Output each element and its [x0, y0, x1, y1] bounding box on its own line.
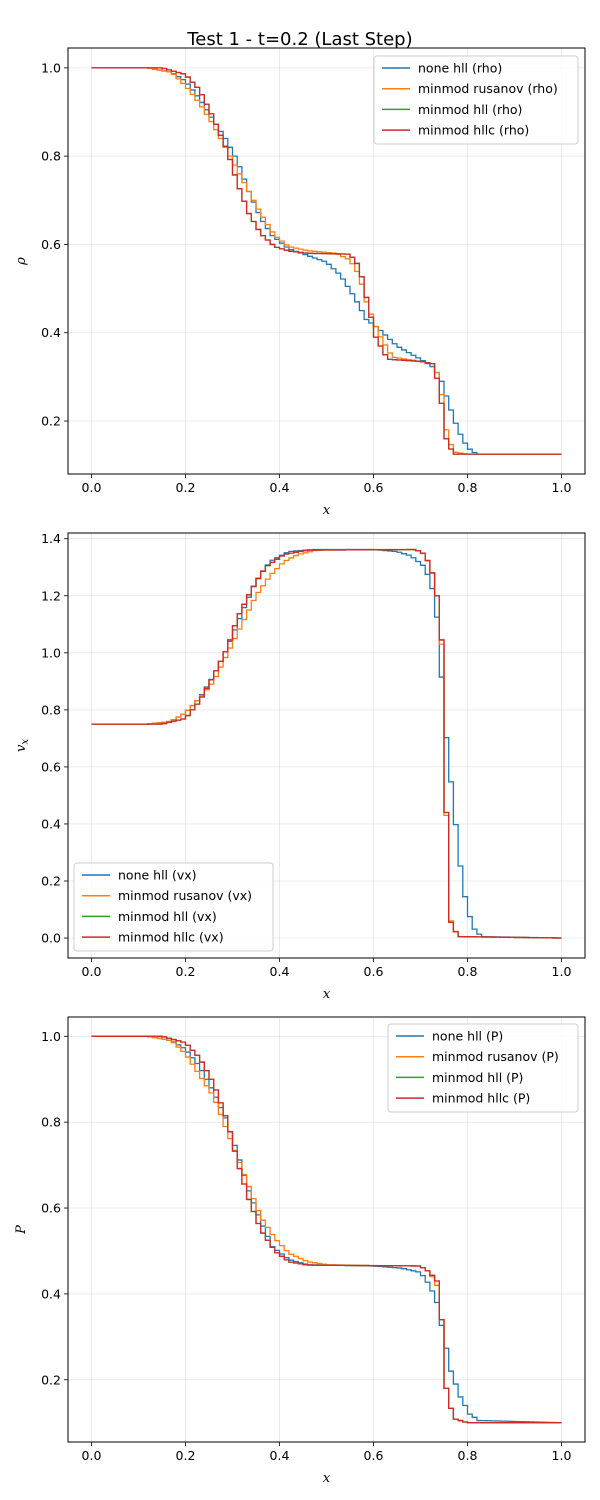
y-axis-label: P: [14, 1225, 29, 1235]
x-tick-label: 0.8: [458, 1448, 478, 1463]
x-tick-label: 0.4: [270, 1448, 290, 1463]
legend-box: [73, 862, 274, 952]
legend-label: minmod rusanov (rho): [418, 81, 558, 96]
series-line-minmod-hllc-vx-: [91, 548, 562, 939]
x-tick-label: 0.0: [82, 964, 102, 979]
legend-label: minmod hll (rho): [418, 102, 522, 117]
y-tick-label: 1.4: [41, 531, 61, 546]
y-tick-label: 1.0: [41, 645, 61, 660]
x-tick-label: 0.8: [458, 964, 478, 979]
x-axis-label: x: [323, 987, 331, 1002]
legend: none hll (rho) minmod rusanov (rho) minmod…: [373, 55, 579, 145]
y-axis-label: ρ: [14, 257, 29, 266]
x-tick-label: 0.2: [176, 964, 196, 979]
x-tick-label: 1.0: [552, 480, 572, 495]
y-tick-label: 0.8: [41, 1115, 61, 1130]
x-tick-label: 0.8: [458, 480, 478, 495]
legend-label: none hll (rho): [418, 61, 502, 76]
y-tick-label: 0.8: [41, 702, 61, 717]
x-tick-label: 0.2: [176, 1448, 196, 1463]
series-line-minmod-hllc-rho-: [91, 67, 562, 455]
series-line-minmod-hllc-p-: [91, 1035, 562, 1424]
y-tick-label: 0.6: [41, 1201, 61, 1216]
y-tick-label: 0.2: [41, 414, 61, 429]
x-tick-label: 1.0: [552, 1448, 572, 1463]
legend-label: minmod hllc (vx): [118, 930, 224, 945]
x-tick-label: 0.2: [176, 480, 196, 495]
x-tick-label: 0.6: [364, 480, 384, 495]
y-tick-label: 0.6: [41, 759, 61, 774]
y-tick-label: 0.0: [41, 931, 61, 946]
legend-label: minmod rusanov (P): [432, 1049, 559, 1064]
panels: 0.0 0.2 0.4 0.6 0.8 1.0 0.2 0.4 0.6 0.8 1.0 x ρ none …: [14, 47, 586, 1486]
legend-box: [373, 55, 579, 145]
x-tick-label: 1.0: [552, 964, 572, 979]
y-tick-label: 0.2: [41, 1372, 61, 1387]
legend: none hll (P) minmod rusanov (P) minmod hll…: [387, 1023, 579, 1113]
y-tick-label: 1.2: [41, 588, 61, 603]
chart-panel-vx: 0.0 0.2 0.4 0.6 0.8 1.0 0.0 0.2 0.4 0.6 0.8 1.0 1.2 1…: [14, 531, 586, 1002]
legend: none hll (vx) minmod rusanov (vx) minmod h…: [73, 862, 274, 952]
figure-title: Test 1 - t=0.2 (Last Step): [186, 29, 412, 50]
legend-label: minmod hll (P): [432, 1070, 523, 1085]
plot-frame: [67, 1016, 586, 1443]
x-axis-label: x: [323, 1471, 331, 1486]
legend-box: [387, 1023, 579, 1113]
y-tick-label: 0.2: [41, 873, 61, 888]
y-tick-label: 0.8: [41, 149, 61, 164]
y-tick-label: 0.6: [41, 237, 61, 252]
y-tick-label: 0.4: [41, 1286, 61, 1301]
x-tick-label: 0.6: [364, 1448, 384, 1463]
y-tick-label: 0.4: [41, 816, 61, 831]
series-line-none-hll-rho-: [91, 67, 562, 455]
legend-label: none hll (P): [432, 1029, 503, 1044]
chart-panel-rho: 0.0 0.2 0.4 0.6 0.8 1.0 0.2 0.4 0.6 0.8 1.0 x ρ none …: [14, 47, 586, 518]
y-axis-label: vx: [14, 739, 31, 752]
legend-label: minmod hllc (rho): [418, 123, 529, 138]
x-tick-label: 0.4: [270, 964, 290, 979]
chart-panel-P: 0.0 0.2 0.4 0.6 0.8 1.0 0.2 0.4 0.6 0.8 1.0 x Pnone …: [14, 1016, 586, 1486]
x-tick-label: 0.0: [82, 1448, 102, 1463]
y-tick-label: 0.4: [41, 325, 61, 340]
plot-frame: [67, 47, 586, 475]
plot-frame: [67, 532, 586, 959]
x-tick-label: 0.0: [82, 480, 102, 495]
x-axis-label: x: [323, 503, 331, 518]
x-tick-label: 0.4: [270, 480, 290, 495]
legend-label: minmod rusanov (vx): [118, 888, 252, 903]
x-tick-label: 0.6: [364, 964, 384, 979]
y-tick-label: 1.0: [41, 1029, 61, 1044]
legend-label: minmod hll (vx): [118, 909, 217, 924]
legend-label: minmod hllc (P): [432, 1091, 530, 1106]
legend-label: none hll (vx): [118, 868, 197, 883]
y-tick-label: 1.0: [41, 60, 61, 75]
